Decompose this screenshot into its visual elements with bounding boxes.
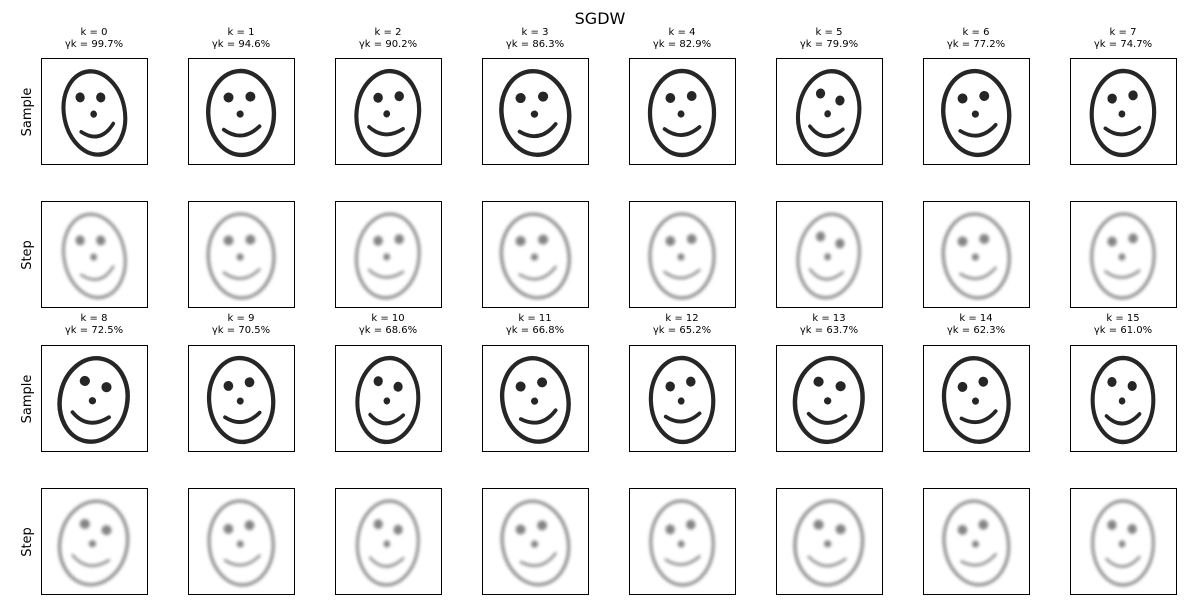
sample-image-k0 [41,58,148,165]
k-label: k = 15 [1106,313,1140,324]
panel-title-k2: k = 2 γk = 90.2% [323,27,453,51]
gamma-label: γk = 79.9% [799,39,859,50]
gamma-label: γk = 65.2% [652,325,712,336]
panel-title-k5: k = 5 γk = 79.9% [764,27,894,51]
row-label-step-2: Step [20,526,35,557]
row-label-sample-1: Sample [20,87,35,136]
k-label: k = 13 [812,313,846,324]
gamma-label: γk = 68.6% [358,325,418,336]
step-image-k3 [482,201,589,308]
sample-image-k6 [923,58,1030,165]
panel-title-k6: k = 6 γk = 77.2% [911,27,1041,51]
sample-image-k15 [1070,345,1177,452]
step-image-k2 [335,201,442,308]
gamma-label: γk = 61.0% [1093,325,1153,336]
gamma-label: γk = 70.5% [211,325,271,336]
k-label: k = 0 [80,27,108,38]
panel-title-k7: k = 7 γk = 74.7% [1058,27,1188,51]
step-image-k5 [776,201,883,308]
sample-image-k14 [923,345,1030,452]
gamma-label: γk = 86.3% [505,39,565,50]
k-label: k = 8 [80,313,108,324]
gamma-label: γk = 62.3% [946,325,1006,336]
sample-image-k7 [1070,58,1177,165]
sample-image-k8 [41,345,148,452]
sample-image-k13 [776,345,883,452]
step-image-k12 [629,488,736,595]
step-image-k4 [629,201,736,308]
step-image-k13 [776,488,883,595]
gamma-label: γk = 82.9% [652,39,712,50]
k-label: k = 2 [374,27,402,38]
k-label: k = 14 [959,313,993,324]
row-label-sample-2: Sample [20,374,35,423]
step-image-k15 [1070,488,1177,595]
k-label: k = 4 [668,27,696,38]
panel-title-k4: k = 4 γk = 82.9% [617,27,747,51]
gamma-label: γk = 74.7% [1093,39,1153,50]
sample-image-k9 [188,345,295,452]
k-label: k = 5 [815,27,843,38]
step-image-k14 [923,488,1030,595]
panel-title-k1: k = 1 γk = 94.6% [176,27,306,51]
sample-image-k2 [335,58,442,165]
sample-image-k4 [629,58,736,165]
gamma-label: γk = 66.8% [505,325,565,336]
k-label: k = 1 [227,27,255,38]
sample-image-k12 [629,345,736,452]
sample-image-k11 [482,345,589,452]
gamma-label: γk = 72.5% [64,325,124,336]
step-image-k10 [335,488,442,595]
panel-title-k0: k = 0 γk = 99.7% [29,27,159,51]
panel-title-k11: k = 11 γk = 66.8% [470,313,600,337]
k-label: k = 11 [518,313,552,324]
row-label-step-1: Step [20,239,35,270]
panel-title-k3: k = 3 γk = 86.3% [470,27,600,51]
step-image-k0 [41,201,148,308]
panel-title-k13: k = 13 γk = 63.7% [764,313,894,337]
panel-title-k10: k = 10 γk = 68.6% [323,313,453,337]
panel-title-k15: k = 15 γk = 61.0% [1058,313,1188,337]
gamma-label: γk = 90.2% [358,39,418,50]
sample-image-k5 [776,58,883,165]
sample-image-k10 [335,345,442,452]
panel-title-k9: k = 9 γk = 70.5% [176,313,306,337]
step-image-k7 [1070,201,1177,308]
k-label: k = 10 [371,313,405,324]
k-label: k = 12 [665,313,699,324]
k-label: k = 3 [521,27,549,38]
step-image-k9 [188,488,295,595]
panel-title-k8: k = 8 γk = 72.5% [29,313,159,337]
k-label: k = 9 [227,313,255,324]
gamma-label: γk = 94.6% [211,39,271,50]
sample-image-k3 [482,58,589,165]
k-label: k = 7 [1109,27,1137,38]
sample-image-k1 [188,58,295,165]
gamma-label: γk = 77.2% [946,39,1006,50]
step-image-k6 [923,201,1030,308]
gamma-label: γk = 99.7% [64,39,124,50]
gamma-label: γk = 63.7% [799,325,859,336]
panel-title-k14: k = 14 γk = 62.3% [911,313,1041,337]
panel-title-k12: k = 12 γk = 65.2% [617,313,747,337]
k-label: k = 6 [962,27,990,38]
figure-title: SGDW [574,9,626,28]
step-image-k8 [41,488,148,595]
step-image-k1 [188,201,295,308]
step-image-k11 [482,488,589,595]
